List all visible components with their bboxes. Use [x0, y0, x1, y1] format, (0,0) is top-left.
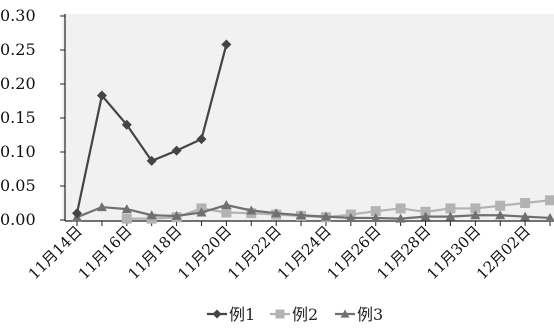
x-tick-label: 11月14日: [25, 222, 86, 283]
legend-item: 例2: [270, 305, 318, 324]
data-point: [121, 204, 132, 214]
data-point: [221, 207, 232, 218]
data-point: [196, 134, 207, 145]
data-point: [146, 210, 157, 220]
data-point: [196, 207, 207, 217]
data-point: [121, 213, 132, 224]
x-tick-label: 11月28日: [373, 222, 434, 283]
data-point: [470, 203, 481, 214]
legend-item: 例1: [207, 305, 255, 324]
x-tick-label: 11月30日: [423, 222, 484, 283]
data-point: [171, 145, 182, 156]
legend-label: 例3: [357, 305, 383, 324]
data-point: [271, 208, 282, 218]
data-point: [221, 39, 232, 50]
plot-area: [62, 14, 554, 221]
data-point: [495, 200, 506, 211]
data-point: [96, 90, 107, 101]
data-point: [171, 210, 182, 220]
x-tick-label: 11月22日: [224, 222, 285, 283]
data-point: [495, 210, 506, 220]
data-point: [395, 203, 406, 214]
plot-background: [62, 14, 554, 221]
data-point: [121, 119, 132, 130]
series-1: [72, 39, 232, 219]
x-tick-label: 11月18日: [124, 222, 185, 283]
data-point: [545, 195, 554, 206]
y-tick-label: 0.05: [0, 176, 36, 195]
series-line: [76, 203, 551, 220]
y-tick-label: 0.00: [0, 210, 36, 229]
data-point: [221, 200, 232, 210]
data-point: [470, 210, 481, 220]
y-tick-label: 0.30: [0, 6, 36, 25]
data-point: [296, 210, 307, 220]
data-point: [320, 211, 331, 221]
x-tick-label: 11月26日: [324, 222, 385, 283]
data-point: [340, 309, 350, 318]
x-tick-label: 11月24日: [274, 222, 335, 283]
data-point: [520, 198, 531, 208]
legend-item: 例3: [335, 305, 383, 324]
data-point: [72, 208, 82, 219]
x-tick-label: 11月20日: [174, 222, 235, 283]
y-tick-label: 0.25: [0, 40, 36, 59]
x-tick-label: 12月02日: [473, 222, 534, 283]
data-point: [370, 206, 381, 217]
legend-label: 例2: [292, 305, 318, 324]
series-group: [72, 39, 554, 224]
legend-label: 例1: [229, 305, 255, 324]
data-point: [212, 309, 222, 319]
data-point: [246, 205, 257, 215]
data-point: [395, 213, 406, 223]
data-point: [146, 155, 157, 166]
data-point: [345, 212, 356, 222]
series-3: [72, 200, 554, 223]
data-point: [420, 211, 431, 221]
data-point: [370, 212, 381, 222]
y-tick-label: 0.15: [0, 108, 36, 127]
y-tick-label: 0.10: [0, 142, 36, 161]
data-point: [445, 203, 456, 214]
data-point: [445, 211, 456, 221]
x-tick-label: 11月16日: [75, 222, 136, 283]
data-point: [275, 309, 285, 319]
legend: 例1 例2 例3: [207, 305, 383, 324]
data-point: [96, 202, 107, 212]
data-point: [520, 211, 531, 221]
y-tick-label: 0.20: [0, 74, 36, 93]
data-point: [545, 212, 554, 222]
